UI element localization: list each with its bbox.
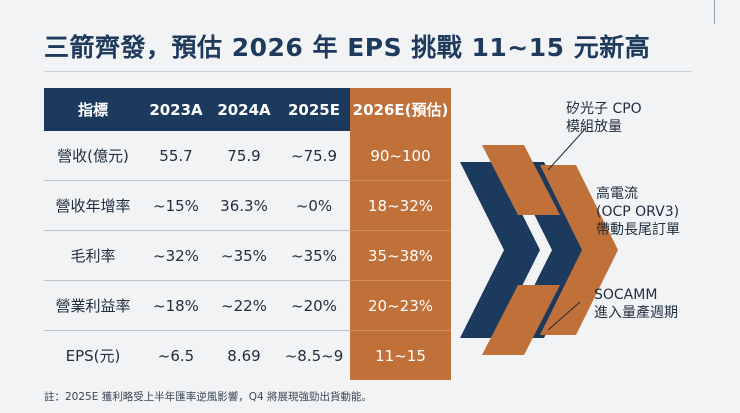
table-row: 營業利益率 ~18% ~22% ~20% 20~23% xyxy=(44,280,451,331)
cell-2023a: 55.7 xyxy=(142,131,210,181)
cell-2026e: 20~23% xyxy=(350,280,451,331)
cell-2024a: 8.69 xyxy=(210,330,278,380)
table-header-row: 指標 2023A 2024A 2025E 2026E(預估) xyxy=(44,88,451,131)
driver-label-socamm: SOCAMM 進入量產週期 xyxy=(594,287,678,321)
title-divider xyxy=(44,71,692,72)
row-label: 營收(億元) xyxy=(44,131,142,181)
cell-2023a: ~6.5 xyxy=(142,330,210,380)
cell-2025e: ~0% xyxy=(278,180,350,231)
table-row: 營收(億元) 55.7 75.9 ~75.9 90~100 xyxy=(44,131,451,181)
column-header-2023a: 2023A xyxy=(142,88,210,131)
row-label: 營業利益率 xyxy=(44,280,142,331)
cell-2024a: ~22% xyxy=(210,280,278,331)
driver-label-high-current: 高電流 (OCP ORV3) 帶動長尾訂單 xyxy=(596,186,680,238)
cell-2024a: 36.3% xyxy=(210,180,278,231)
cell-2023a: ~18% xyxy=(142,280,210,331)
cell-2024a: ~35% xyxy=(210,230,278,281)
cell-2026e: 11~15 xyxy=(350,330,451,380)
footnote: 註：2025E 獲利略受上半年匯率逆風影響，Q4 將展現強勁出貨動能。 xyxy=(44,391,372,403)
chevron-orange-bottom xyxy=(482,285,560,355)
table-row: 毛利率 ~32% ~35% ~35% 35~38% xyxy=(44,230,451,281)
financial-table: 指標 2023A 2024A 2025E 2026E(預估) 營收(億元) 55… xyxy=(44,88,451,380)
cell-2025e: ~20% xyxy=(278,280,350,331)
row-label: 毛利率 xyxy=(44,230,142,281)
column-header-2024a: 2024A xyxy=(210,88,278,131)
cell-2024a: 75.9 xyxy=(210,131,278,181)
page-title: 三箭齊發，預估 2026 年 EPS 挑戰 11~15 元新高 xyxy=(44,33,651,62)
row-label: 營收年增率 xyxy=(44,180,142,231)
cell-2025e: ~35% xyxy=(278,230,350,281)
table-row: 營收年增率 ~15% 36.3% ~0% 18~32% xyxy=(44,180,451,231)
column-header-2025e: 2025E xyxy=(278,88,350,131)
chevron-orange-top xyxy=(482,145,560,215)
connector-line-cpo xyxy=(547,127,587,171)
row-label: EPS(元) xyxy=(44,330,142,380)
cell-2023a: ~15% xyxy=(142,180,210,231)
cell-2026e: 35~38% xyxy=(350,230,451,281)
cell-2026e: 90~100 xyxy=(350,131,451,181)
connector-line-socamm xyxy=(547,301,581,331)
cell-2026e: 18~32% xyxy=(350,180,451,231)
cell-2025e: ~75.9 xyxy=(278,131,350,181)
table-row: EPS(元) ~6.5 8.69 ~8.5~9 11~15 xyxy=(44,330,451,380)
chevron-orange-mid xyxy=(540,165,618,335)
column-header-2026e: 2026E(預估) xyxy=(350,88,451,131)
cell-2025e: ~8.5~9 xyxy=(278,330,350,380)
cell-2023a: ~32% xyxy=(142,230,210,281)
driver-label-cpo: 矽光子 CPO 模組放量 xyxy=(566,101,642,135)
chevron-navy-1 xyxy=(460,162,540,338)
divider xyxy=(714,0,715,24)
column-header-metric: 指標 xyxy=(44,88,142,131)
